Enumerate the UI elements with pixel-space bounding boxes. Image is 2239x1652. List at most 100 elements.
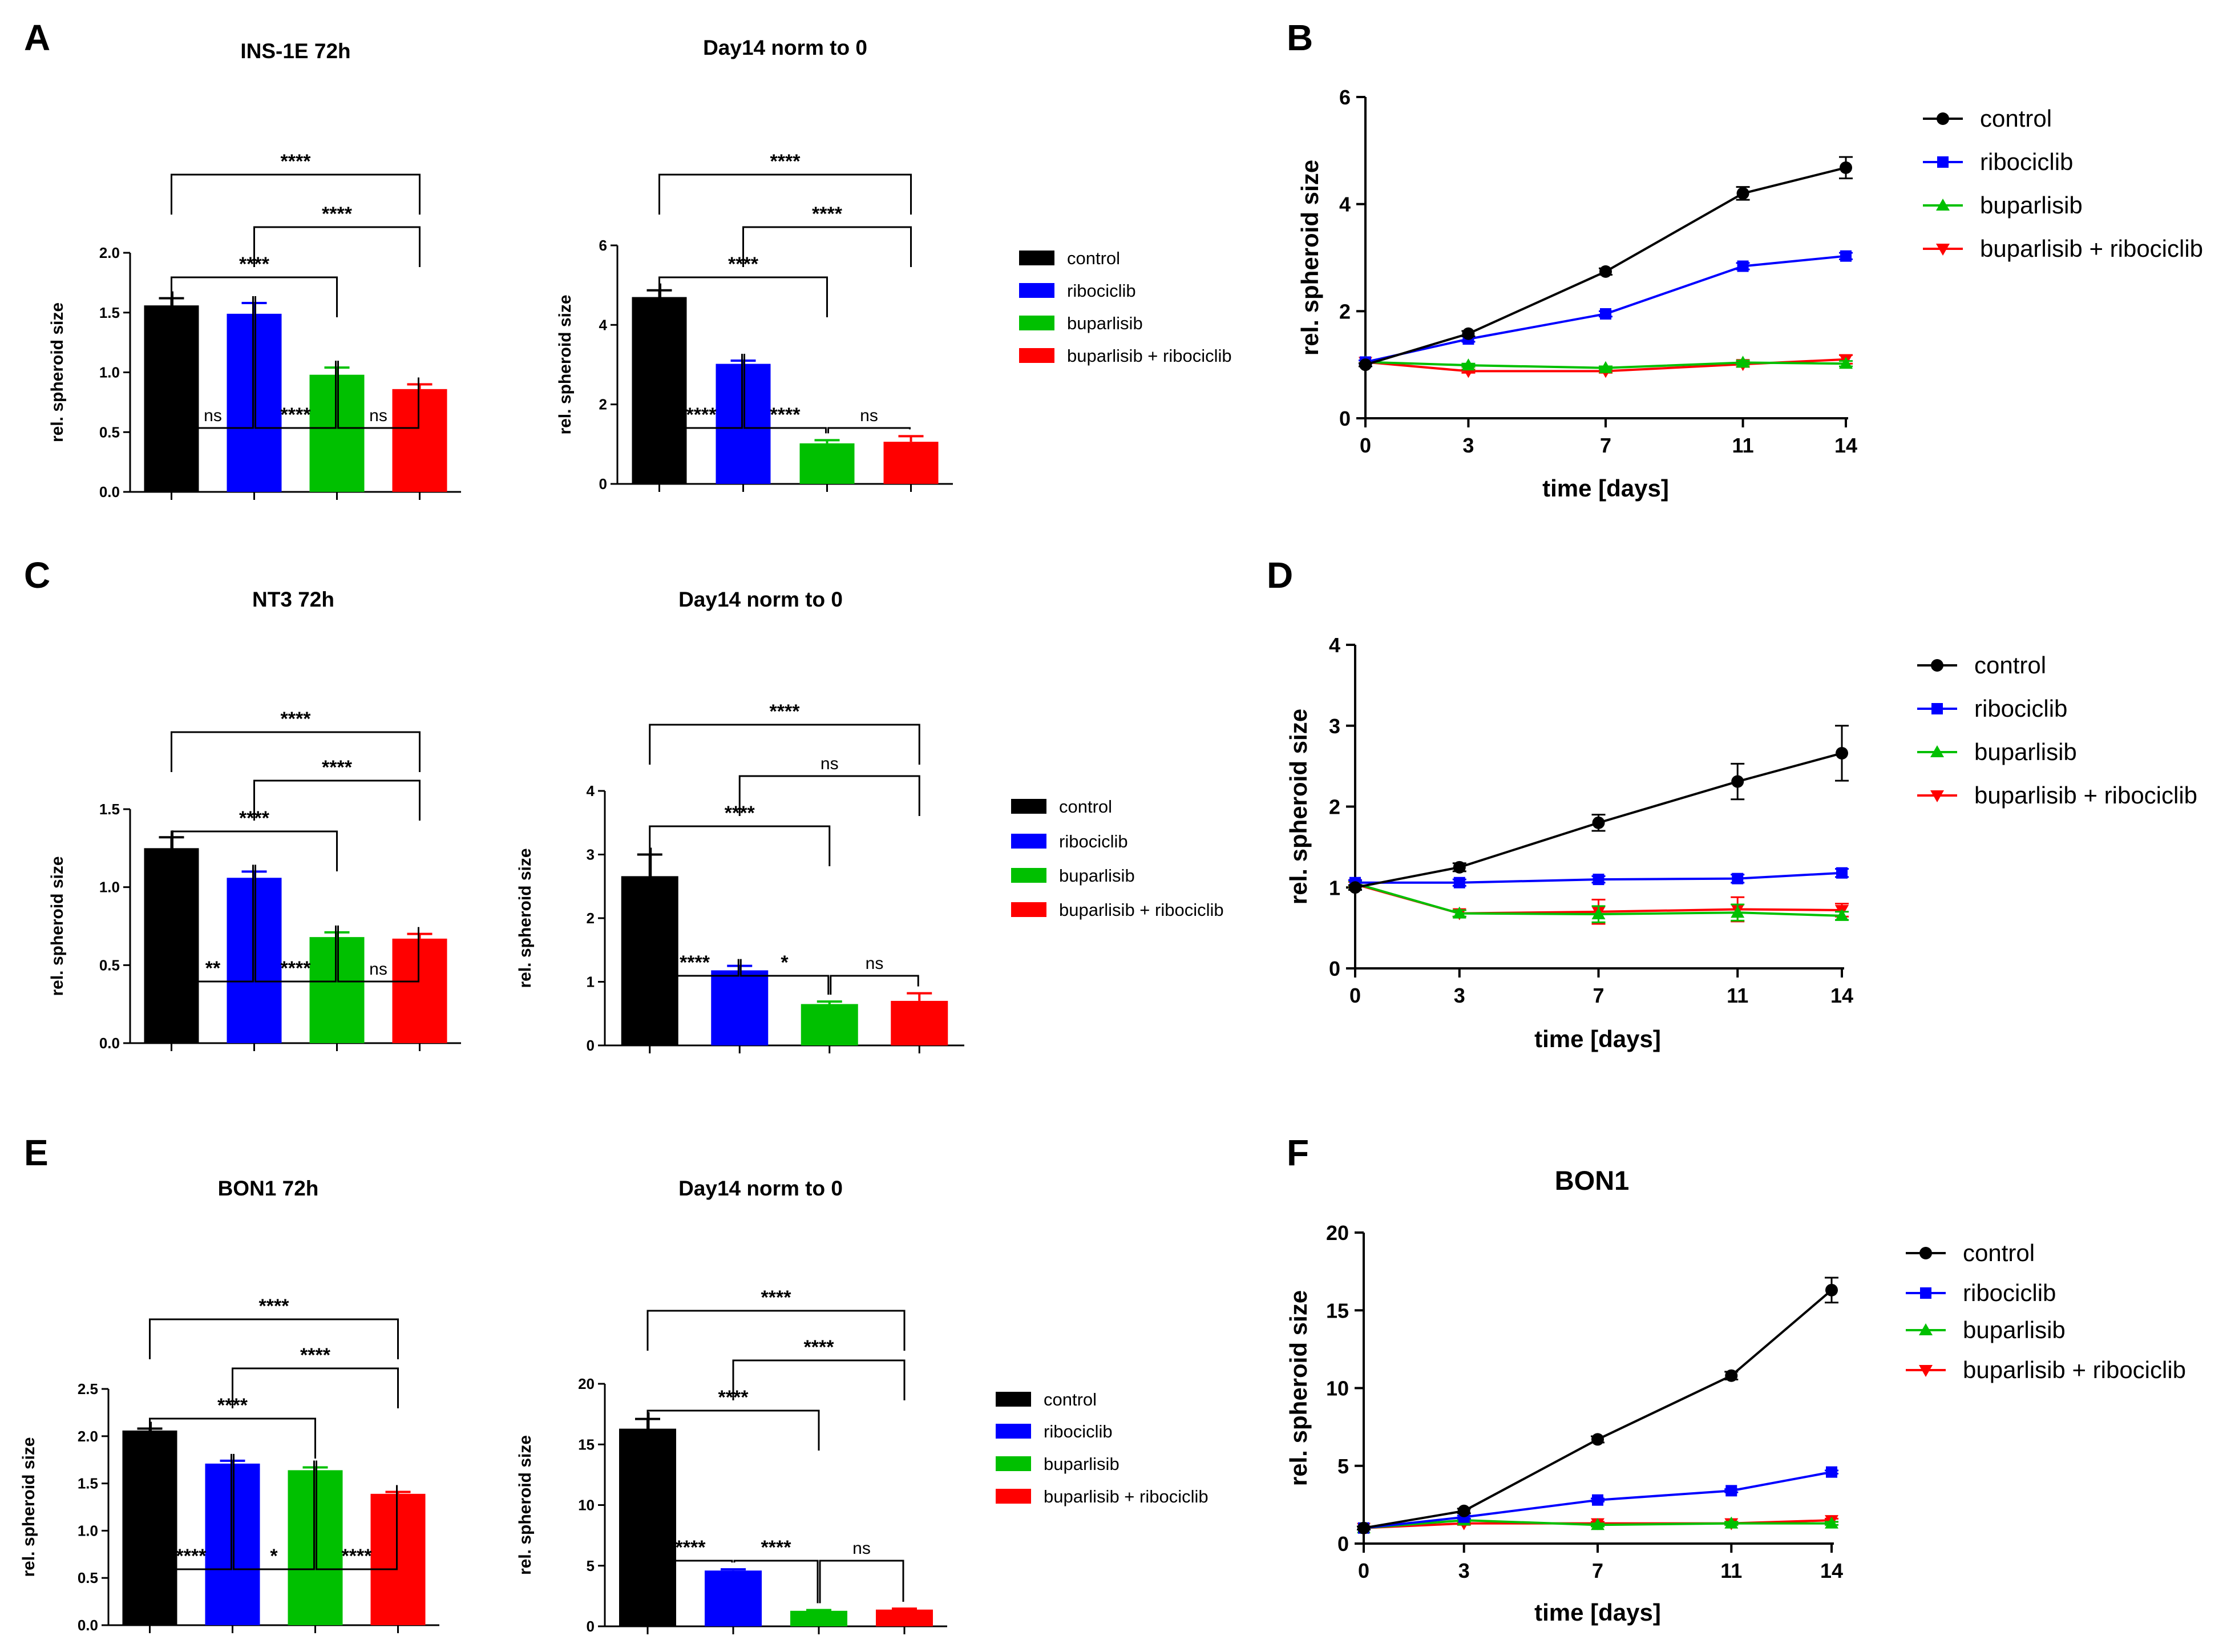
- chart-e1-ytick-label: 2.5: [78, 1380, 98, 1397]
- chart-d-legend-label: buparlisib + ribociclib: [1974, 782, 2197, 809]
- chart-a1-sig-bracket: [254, 296, 337, 429]
- chart-a2-bar: [883, 442, 939, 484]
- chart-e1: BON1 72h rel. spheroid size 0.0 0.5 1.0 1.5 2.…: [19, 1177, 439, 1634]
- chart-b-ylabel: rel. spheroid size: [1296, 160, 1323, 356]
- chart-b-point: [1839, 357, 1853, 369]
- chart-a1-ytick-label: 1.5: [99, 304, 120, 321]
- chart-c2-ytick-label: 0: [587, 1037, 595, 1054]
- chart-c1-sig-label: **: [205, 958, 221, 979]
- chart-c1-bar: [144, 848, 199, 1043]
- chart-e1-sig-bracket: [316, 1460, 398, 1570]
- chart-b-ytick-label: 6: [1339, 86, 1351, 109]
- chart-d-point: [1591, 907, 1606, 920]
- chart-c2-sig-bracket: [739, 959, 830, 995]
- chart-e2-ytick-label: 20: [578, 1375, 595, 1392]
- chart-a1-bar: [227, 313, 282, 492]
- chart-c1-sig-bracket: [172, 830, 254, 983]
- chart-c1-sig-label: ****: [322, 757, 353, 778]
- chart-c2-legend-swatch: [1011, 868, 1046, 883]
- chart-d-ytick-label: 3: [1329, 714, 1340, 738]
- chart-a2-sig-label: ns: [860, 406, 878, 425]
- chart-e2-bar: [619, 1428, 676, 1626]
- chart-a1-sig-label: ****: [281, 151, 312, 172]
- chart-a1-bar: [392, 389, 447, 492]
- chart-a1-bar: [144, 305, 199, 492]
- chart-e2-sig-bracket: [732, 1359, 906, 1400]
- chart-e2-sig-label: ****: [804, 1336, 835, 1358]
- chart-d-legend-marker: [1930, 745, 1944, 757]
- chart-b-point: [1737, 260, 1749, 272]
- chart-e1-sig-bracket: [233, 1453, 315, 1570]
- chart-a2-ytick-label: 4: [599, 316, 608, 333]
- chart-e2-legend-label: buparlisib: [1044, 1454, 1120, 1474]
- chart-a2-legend-label: buparlisib + ribociclib: [1067, 346, 1232, 366]
- chart-e2: Day14 norm to 0 rel. spheroid size 0 5 10 15 2…: [516, 1177, 1209, 1635]
- chart-c2-legend-swatch: [1011, 834, 1046, 849]
- chart-c1-sig-bracket: [254, 865, 337, 983]
- chart-e2-ytick-label: 10: [578, 1497, 595, 1514]
- chart-f-point: [1826, 1466, 1837, 1478]
- chart-e2-legend-swatch: [996, 1456, 1031, 1471]
- chart-b-legend-label: buparlisib: [1980, 192, 2083, 219]
- chart-f-point: [1357, 1521, 1370, 1534]
- chart-a1-ylabel: rel. spheroid size: [48, 302, 67, 442]
- chart-f-xtick-label: 3: [1458, 1559, 1470, 1582]
- chart-b-point: [1359, 358, 1372, 371]
- chart-c1-sig-bracket: [253, 779, 421, 821]
- chart-e2-sig-label: ns: [852, 1539, 871, 1558]
- chart-b-ytick-label: 4: [1339, 193, 1351, 216]
- panel-label-c: C: [24, 555, 50, 596]
- chart-e1-sig-label: *: [270, 1545, 278, 1567]
- chart-a2-sig-label: ****: [770, 404, 801, 426]
- chart-a1-title: INS-1E 72h: [240, 39, 350, 63]
- chart-b-legend-marker: [1936, 244, 1950, 256]
- chart-a1-sig-bracket: [337, 361, 419, 429]
- chart-c1-bar: [227, 878, 282, 1043]
- chart-e2-legend-label: ribociclib: [1044, 1421, 1113, 1441]
- chart-b-legend-label: buparlisib + ribociclib: [1980, 235, 2203, 262]
- chart-f-legend-label: control: [1963, 1239, 2035, 1266]
- chart-c2-bar: [621, 876, 678, 1045]
- chart-f-xtick-label: 0: [1358, 1559, 1369, 1582]
- chart-f-series-line: [1363, 1289, 1833, 1529]
- chart-f-xtick-label: 11: [1720, 1559, 1742, 1582]
- chart-b-xtick-label: 0: [1360, 434, 1371, 457]
- chart-c2-ytick-label: 4: [587, 782, 595, 799]
- chart-a1-sig-bracket: [253, 226, 421, 267]
- chart-e2-legend-swatch: [996, 1424, 1031, 1439]
- chart-a2-title: Day14 norm to 0: [703, 36, 867, 59]
- chart-e1-sig-bracket: [149, 1318, 399, 1359]
- chart-e2-sig-bracket: [646, 1409, 820, 1451]
- chart-f-legend-marker: [1919, 1247, 1932, 1259]
- chart-f-point: [1592, 1494, 1603, 1506]
- chart-e1-bar: [370, 1493, 426, 1625]
- chart-d-legend-label: buparlisib: [1974, 738, 2077, 765]
- chart-b-point: [1462, 327, 1475, 340]
- chart-e2-sig-bracket: [648, 1412, 733, 1563]
- chart-f-title: BON1: [1555, 1165, 1630, 1195]
- chart-c2-ytick-label: 1: [587, 974, 595, 991]
- chart-d-ytick-label: 4: [1329, 633, 1340, 657]
- chart-c2-sig-bracket: [650, 847, 739, 977]
- panel-label-b: B: [1287, 17, 1313, 58]
- chart-e1-ytick-label: 0.5: [78, 1569, 98, 1586]
- panel-label-d: D: [1267, 555, 1293, 596]
- chart-d-xtick-label: 11: [1727, 984, 1748, 1007]
- chart-c1-ytick-label: 0.5: [99, 956, 120, 974]
- panel-label-a: A: [24, 17, 50, 58]
- chart-a2-sig-bracket: [658, 276, 828, 317]
- chart-f: BON1 rel. spheroid size time [days] 0 5 10 15 2…: [1285, 1165, 2186, 1626]
- chart-c1-sig-bracket: [171, 731, 421, 772]
- chart-e2-sig-bracket: [819, 1560, 904, 1603]
- chart-c2-legend-label: ribociclib: [1059, 831, 1128, 851]
- panel-label-e: E: [24, 1132, 49, 1173]
- chart-e1-sig-label: ****: [300, 1344, 331, 1366]
- chart-f-ytick-label: 0: [1337, 1532, 1349, 1556]
- chart-e2-legend-label: control: [1044, 1390, 1097, 1409]
- chart-c2-legend-swatch: [1011, 799, 1046, 814]
- chart-b-xtick-label: 14: [1834, 434, 1857, 457]
- chart-d-xtick-label: 7: [1593, 984, 1604, 1007]
- chart-e2-ytick-label: 5: [587, 1557, 595, 1574]
- chart-b-xtick-label: 7: [1600, 434, 1611, 457]
- chart-c2-sig-bracket: [830, 975, 919, 995]
